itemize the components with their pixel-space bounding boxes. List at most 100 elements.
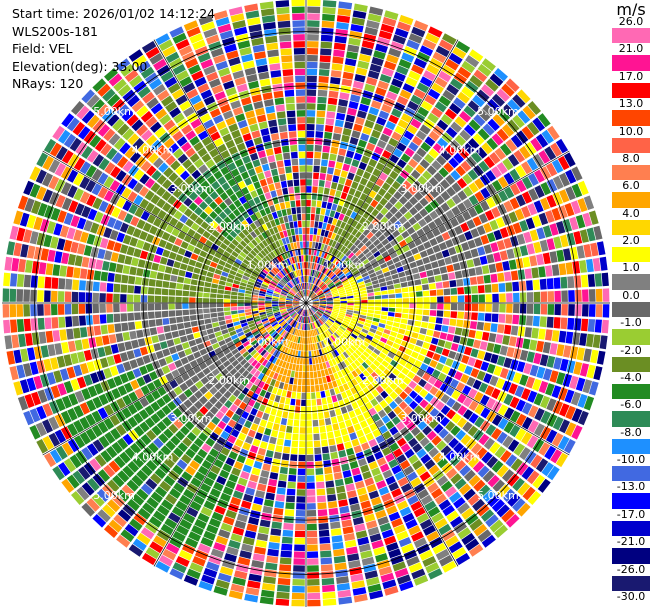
velocity-gate bbox=[228, 473, 239, 483]
velocity-gate bbox=[527, 173, 539, 186]
velocity-gate bbox=[306, 510, 317, 517]
velocity-gate bbox=[315, 288, 321, 294]
velocity-gate bbox=[367, 583, 382, 593]
velocity-gate bbox=[241, 426, 250, 435]
velocity-gate bbox=[457, 527, 472, 540]
velocity-gate bbox=[297, 315, 301, 322]
velocity-gate bbox=[332, 133, 342, 141]
velocity-gate bbox=[386, 91, 398, 101]
velocity-gate bbox=[407, 100, 419, 111]
velocity-gate bbox=[319, 257, 323, 265]
velocity-gate bbox=[438, 355, 448, 364]
velocity-gate bbox=[313, 322, 317, 329]
velocity-gate bbox=[295, 399, 301, 406]
velocity-gate bbox=[378, 341, 386, 348]
velocity-gate bbox=[351, 159, 360, 168]
velocity-gate bbox=[270, 347, 276, 355]
velocity-gate bbox=[67, 438, 80, 453]
velocity-gate bbox=[267, 286, 275, 291]
velocity-gate bbox=[355, 367, 362, 375]
velocity-gate bbox=[107, 272, 115, 282]
velocity-gate bbox=[334, 321, 341, 327]
velocity-gate bbox=[202, 245, 210, 253]
velocity-gate bbox=[245, 269, 252, 275]
velocity-gate bbox=[37, 304, 44, 316]
velocity-gate bbox=[99, 303, 106, 313]
velocity-gate bbox=[177, 323, 185, 330]
velocity-gate bbox=[476, 504, 490, 517]
velocity-gate bbox=[302, 365, 306, 372]
velocity-gate bbox=[121, 484, 135, 497]
velocity-gate bbox=[106, 240, 116, 251]
velocity-gate bbox=[211, 243, 219, 251]
velocity-gate bbox=[448, 157, 459, 169]
velocity-gate bbox=[480, 200, 490, 212]
velocity-gate bbox=[344, 286, 352, 290]
velocity-gate bbox=[547, 125, 560, 141]
velocity-gate bbox=[445, 467, 458, 480]
velocity-gate bbox=[400, 340, 409, 348]
velocity-gate bbox=[71, 491, 85, 505]
velocity-gate bbox=[312, 186, 318, 193]
velocity-gate bbox=[470, 248, 479, 258]
velocity-gate bbox=[168, 362, 177, 372]
velocity-gate bbox=[332, 292, 339, 296]
velocity-gate bbox=[165, 224, 174, 234]
velocity-gate bbox=[36, 186, 47, 201]
velocity-gate bbox=[323, 259, 328, 266]
velocity-gate bbox=[219, 356, 228, 364]
velocity-gate bbox=[385, 176, 395, 186]
velocity-gate bbox=[140, 303, 148, 311]
velocity-gate bbox=[389, 391, 398, 400]
velocity-gate bbox=[141, 320, 149, 329]
velocity-gate bbox=[373, 250, 381, 258]
velocity-gate bbox=[321, 285, 327, 290]
velocity-gate bbox=[156, 409, 166, 420]
velocity-gate bbox=[265, 369, 272, 377]
velocity-gate bbox=[459, 483, 472, 496]
velocity-gate bbox=[337, 589, 352, 598]
velocity-gate bbox=[265, 335, 272, 342]
velocity-gate bbox=[333, 196, 340, 205]
velocity-gate bbox=[73, 267, 81, 279]
velocity-gate bbox=[476, 321, 484, 331]
velocity-gate bbox=[306, 220, 310, 228]
velocity-gate bbox=[16, 227, 26, 242]
velocity-gate bbox=[359, 314, 367, 319]
velocity-gate bbox=[496, 162, 508, 175]
velocity-gate bbox=[456, 417, 468, 428]
velocity-gate bbox=[353, 593, 368, 603]
velocity-gate bbox=[317, 370, 322, 378]
velocity-gate bbox=[380, 207, 389, 216]
velocity-gate bbox=[142, 373, 152, 384]
velocity-gate bbox=[277, 327, 283, 334]
velocity-gate bbox=[276, 335, 282, 342]
velocity-gate bbox=[494, 147, 507, 160]
velocity-gate bbox=[338, 450, 347, 458]
velocity-gate bbox=[318, 412, 324, 420]
velocity-gate bbox=[29, 408, 41, 423]
velocity-gate bbox=[140, 295, 148, 303]
velocity-gate bbox=[268, 478, 278, 487]
velocity-gate bbox=[327, 271, 334, 278]
velocity-gate bbox=[592, 334, 601, 349]
velocity-gate bbox=[457, 303, 465, 311]
velocity-gate bbox=[308, 337, 311, 344]
velocity-gate bbox=[361, 202, 370, 210]
velocity-gate bbox=[386, 542, 399, 552]
velocity-gate bbox=[216, 307, 224, 312]
velocity-gate bbox=[340, 301, 347, 303]
velocity-gate bbox=[313, 371, 318, 378]
velocity-gate bbox=[374, 368, 383, 376]
velocity-gate bbox=[366, 366, 374, 375]
velocity-gate bbox=[81, 482, 95, 496]
velocity-gate bbox=[289, 461, 297, 468]
velocity-gate bbox=[387, 247, 395, 255]
velocity-gate bbox=[234, 276, 242, 282]
velocity-gate bbox=[366, 113, 377, 123]
velocity-gate bbox=[441, 273, 449, 281]
velocity-gate bbox=[24, 393, 35, 408]
velocity-gate bbox=[263, 499, 274, 507]
velocity-gate bbox=[46, 372, 56, 385]
velocity-gate bbox=[375, 303, 382, 307]
